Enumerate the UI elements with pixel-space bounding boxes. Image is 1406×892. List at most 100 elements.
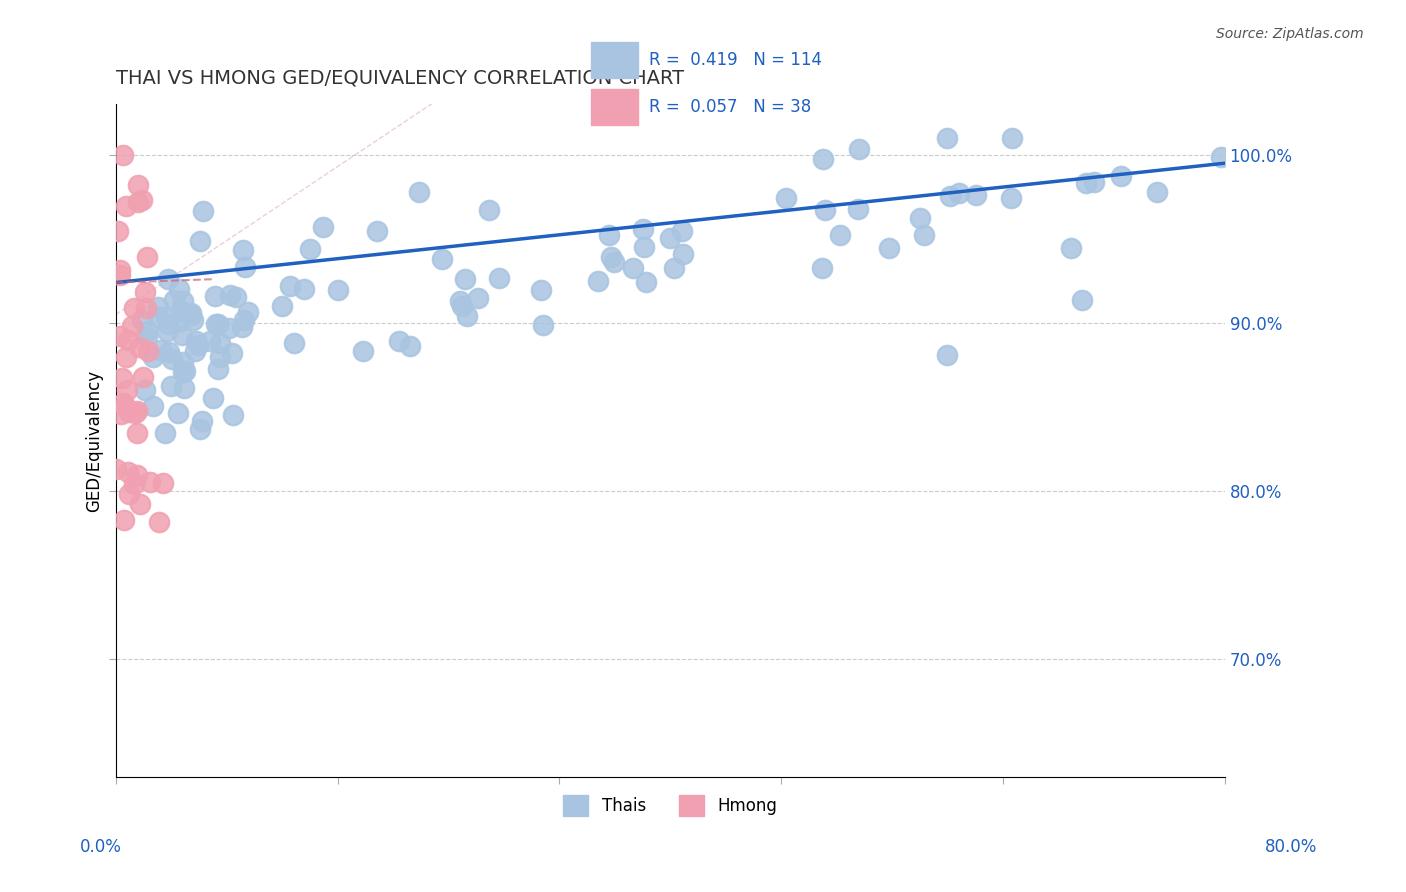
Point <box>114 199 136 213</box>
Point <box>160 351 183 366</box>
Point <box>662 260 685 275</box>
Point <box>146 300 169 314</box>
Point <box>449 293 471 308</box>
Point <box>298 243 321 257</box>
Point <box>232 313 254 327</box>
Point <box>1071 293 1094 307</box>
Point <box>183 344 205 359</box>
Point <box>1146 186 1168 200</box>
Point <box>965 187 987 202</box>
Point <box>117 465 139 479</box>
Point <box>198 334 221 348</box>
Point <box>110 407 132 421</box>
Point <box>105 462 128 476</box>
Point <box>127 194 149 209</box>
Point <box>1000 191 1022 205</box>
Point <box>672 247 695 261</box>
Point <box>631 222 654 236</box>
Point <box>467 291 489 305</box>
Point <box>134 383 156 397</box>
Point <box>1001 131 1024 145</box>
Point <box>170 314 193 328</box>
Point <box>131 193 153 207</box>
Point <box>180 306 202 320</box>
Point <box>142 399 165 413</box>
Point <box>172 355 194 369</box>
Legend: Thais, Hmong: Thais, Hmong <box>557 789 785 822</box>
Point <box>621 261 644 276</box>
Point <box>124 406 146 420</box>
Point <box>659 231 682 245</box>
Point <box>236 305 259 319</box>
Point <box>312 220 335 235</box>
Point <box>388 334 411 348</box>
Point <box>191 414 214 428</box>
Point <box>1083 175 1105 189</box>
Point <box>111 396 134 410</box>
Point <box>813 152 835 166</box>
Point <box>430 252 453 266</box>
Point <box>598 227 620 242</box>
Point <box>125 468 148 483</box>
Point <box>531 318 554 333</box>
Point <box>328 284 350 298</box>
Point <box>454 272 477 286</box>
Point <box>148 516 170 530</box>
Point <box>846 202 869 217</box>
Point <box>112 513 135 527</box>
Point <box>603 254 626 268</box>
Point <box>814 202 837 217</box>
Point <box>488 270 510 285</box>
Point <box>204 317 226 331</box>
Point <box>131 313 153 327</box>
Y-axis label: GED/Equivalency: GED/Equivalency <box>86 369 103 512</box>
Point <box>124 301 146 315</box>
Point <box>117 333 139 347</box>
Point <box>231 320 253 334</box>
Point <box>127 178 149 192</box>
Point <box>221 409 243 423</box>
Point <box>292 282 315 296</box>
Point <box>936 131 959 145</box>
Point <box>283 336 305 351</box>
Point <box>456 309 478 323</box>
Point <box>912 228 935 243</box>
Point <box>167 283 190 297</box>
Point <box>114 399 136 413</box>
Point <box>115 350 138 364</box>
Point <box>633 239 655 253</box>
Point <box>180 308 202 322</box>
Point <box>1111 169 1133 184</box>
Point <box>600 251 623 265</box>
Point <box>111 371 134 385</box>
Text: Source: ZipAtlas.com: Source: ZipAtlas.com <box>1216 27 1364 41</box>
Point <box>121 319 143 334</box>
Point <box>134 285 156 300</box>
Point <box>118 405 141 419</box>
Point <box>233 260 256 274</box>
Point <box>115 383 138 397</box>
Point <box>173 381 195 395</box>
Point <box>225 290 247 304</box>
Point <box>530 283 553 297</box>
Point <box>848 142 870 156</box>
Point <box>671 224 693 238</box>
Point <box>634 275 657 289</box>
Point <box>207 317 229 331</box>
Point <box>173 364 195 378</box>
Point <box>408 185 430 199</box>
Point <box>202 391 225 405</box>
Text: 80.0%: 80.0% <box>1264 838 1317 855</box>
Point <box>204 288 226 302</box>
Point <box>157 272 180 286</box>
Point <box>163 293 186 307</box>
Text: THAI VS HMONG GED/EQUIVALENCY CORRELATION CHART: THAI VS HMONG GED/EQUIVALENCY CORRELATIO… <box>115 69 683 87</box>
Point <box>775 191 797 205</box>
Point <box>172 327 194 342</box>
Point <box>184 334 207 348</box>
Point <box>450 299 472 313</box>
Point <box>588 274 610 288</box>
Point <box>221 346 243 360</box>
Point <box>352 344 374 359</box>
Point <box>138 344 160 359</box>
